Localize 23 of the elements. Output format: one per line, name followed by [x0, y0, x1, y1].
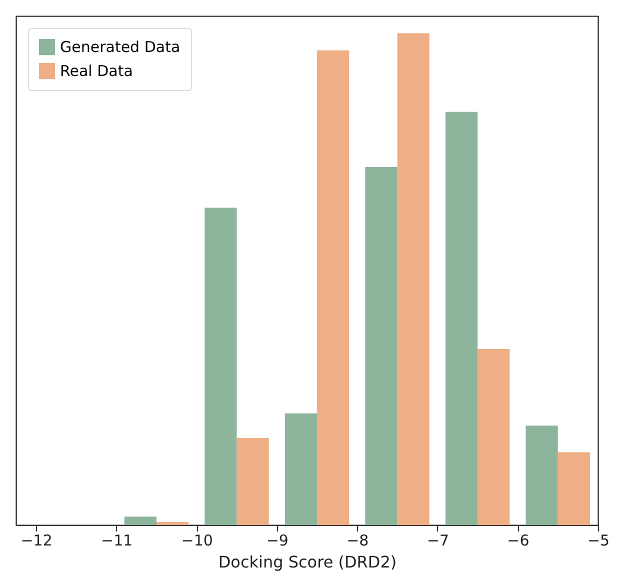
x-tick-label: −5: [587, 532, 610, 550]
x-tick-label: −11: [101, 532, 133, 550]
bar: [236, 438, 269, 525]
bar: [478, 348, 510, 525]
bar: [124, 516, 156, 525]
bar: [156, 522, 189, 525]
x-tick-label: −7: [426, 532, 450, 550]
legend-label: Real Data: [60, 62, 133, 80]
x-tick-label: −12: [20, 532, 52, 550]
bar: [204, 208, 237, 525]
bar: [558, 452, 590, 525]
x-tick-label: −8: [346, 532, 369, 550]
bar: [317, 50, 350, 525]
x-tick-label: −6: [507, 532, 530, 550]
x-tick-label: −9: [266, 532, 288, 550]
legend-label: Generated Data: [60, 38, 180, 56]
x-tick-label: −10: [181, 532, 213, 550]
bar: [526, 426, 558, 525]
bar: [397, 33, 430, 525]
x-axis-title: Docking Score (DRD2): [218, 552, 397, 572]
bar: [284, 413, 318, 525]
bar: [445, 112, 478, 525]
bar: [365, 166, 398, 525]
